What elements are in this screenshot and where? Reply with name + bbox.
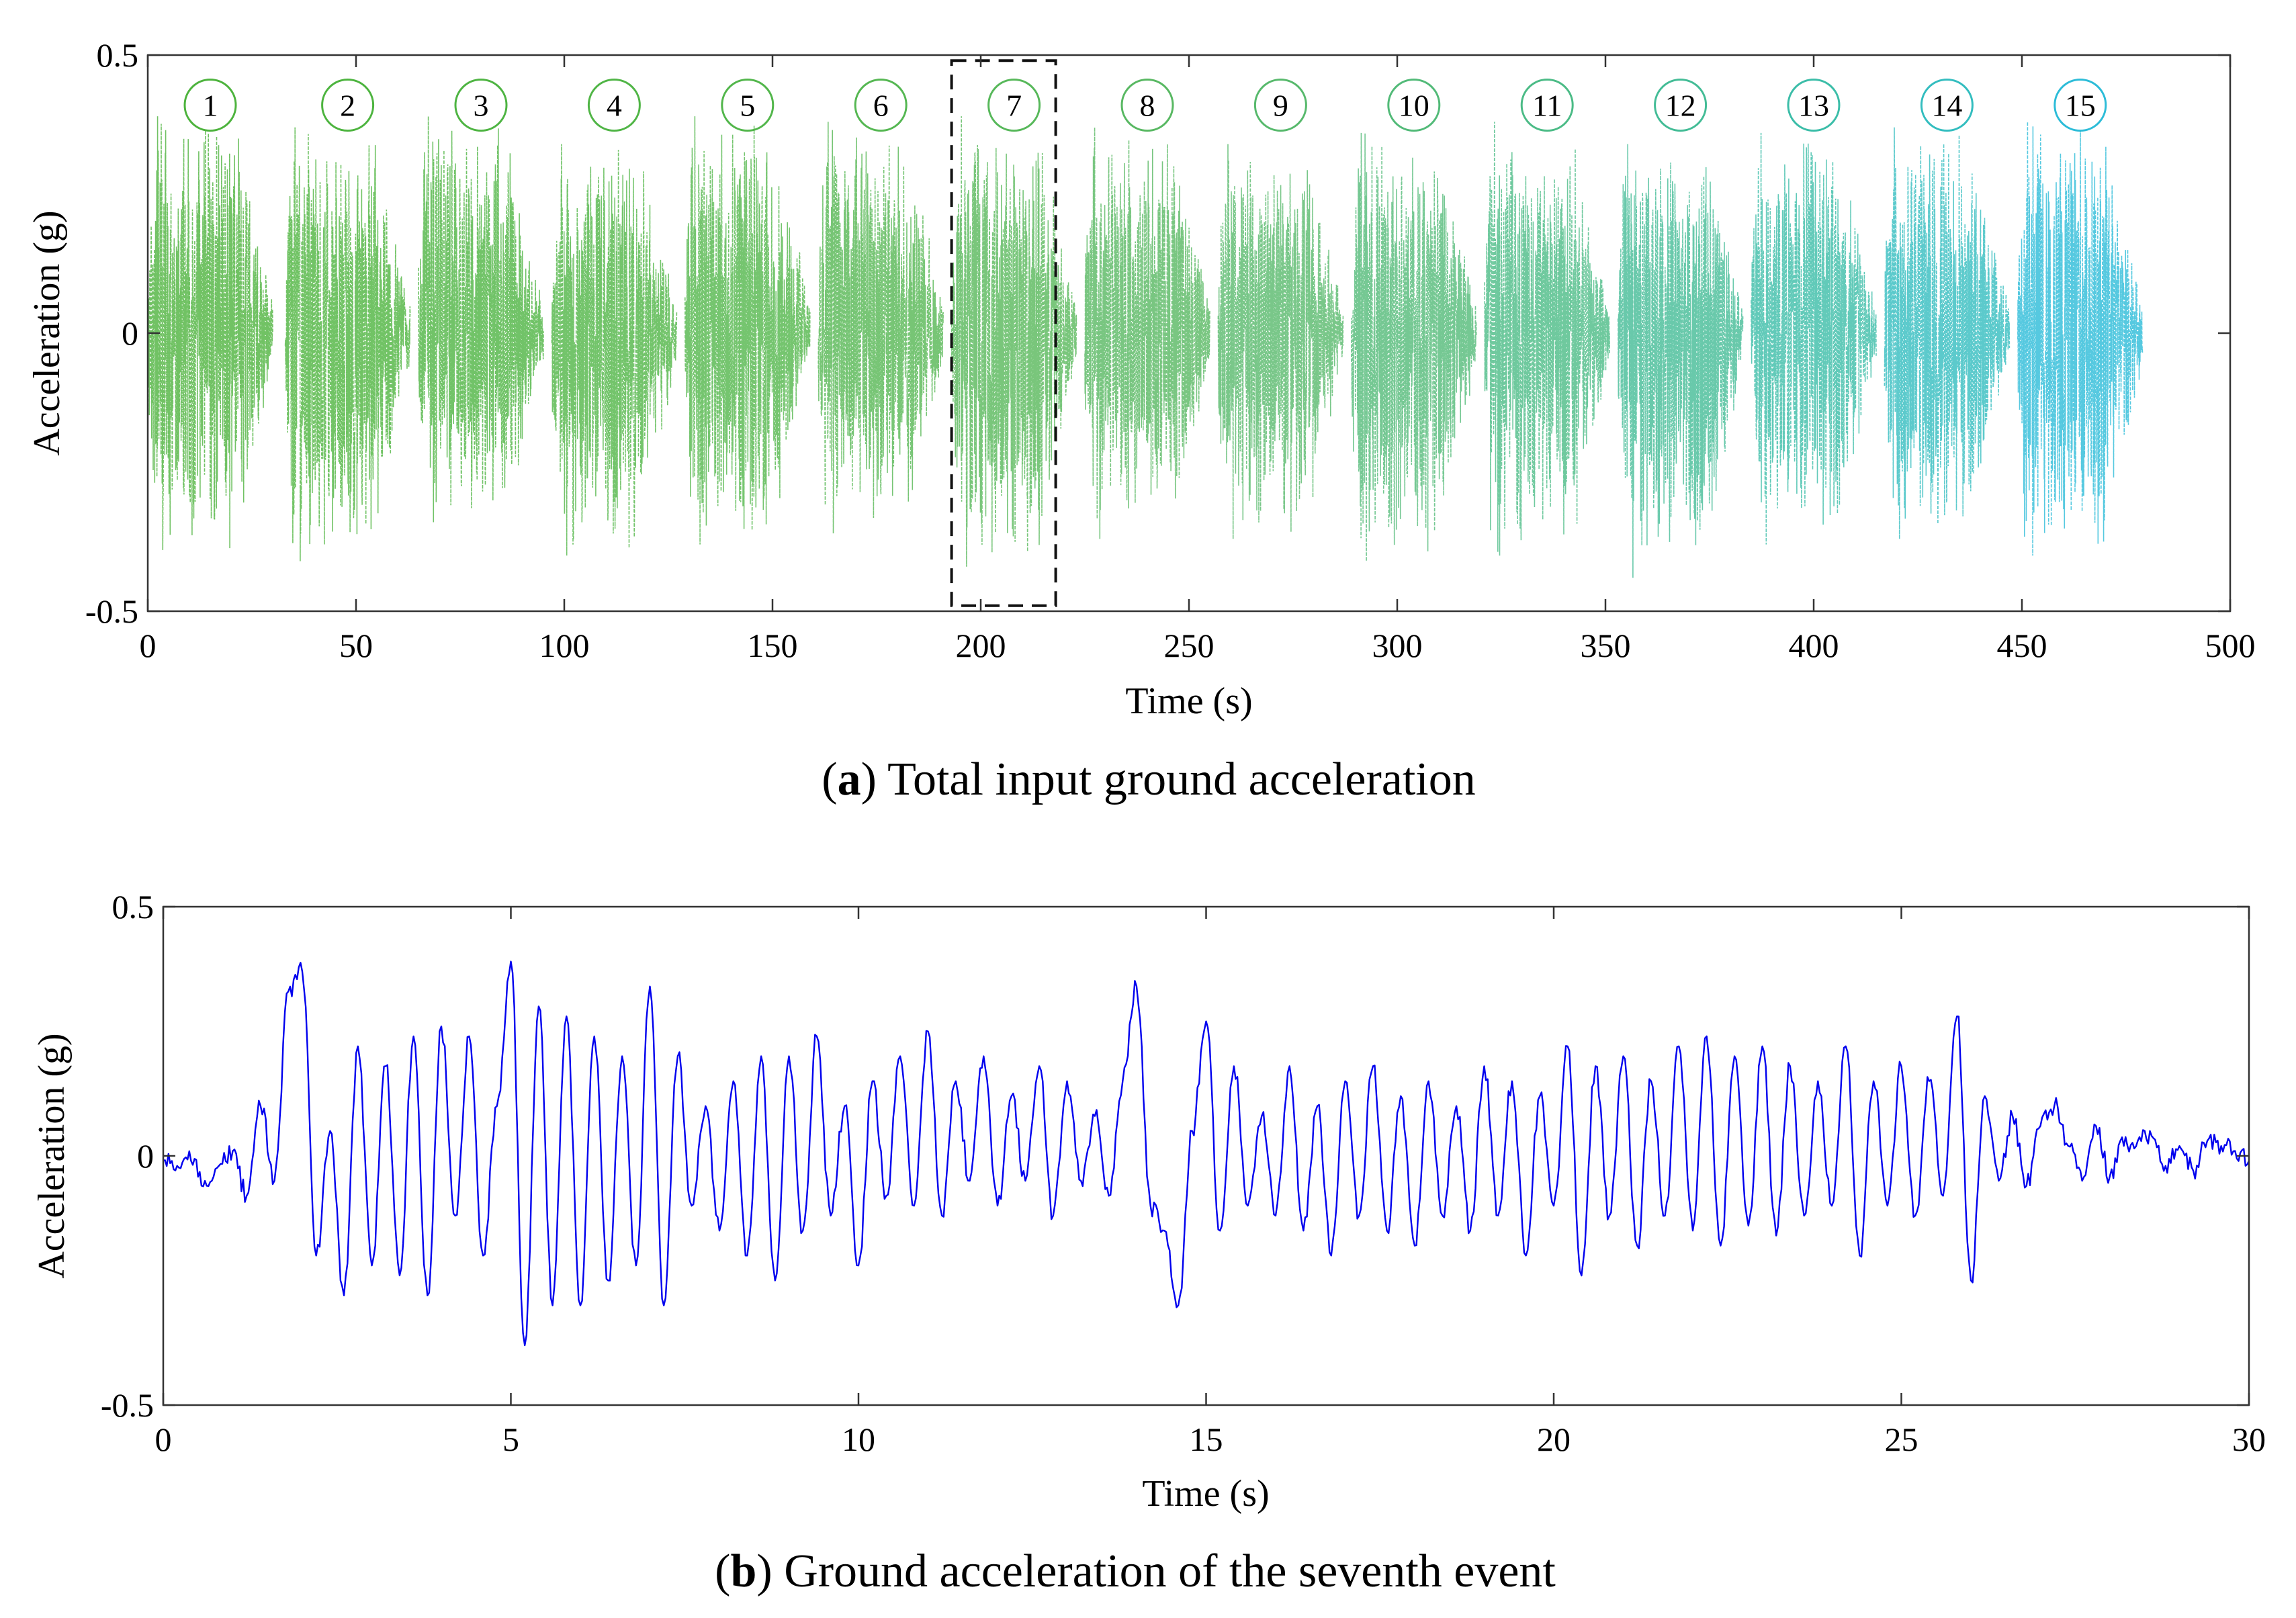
event-7-signal xyxy=(951,116,1077,567)
event-4-label-circle xyxy=(587,79,641,132)
event-12-label-circle xyxy=(1654,79,1708,132)
event-11-label-circle xyxy=(1520,79,1574,132)
panel-a-chart: 1 2 3 4 5 6 7 8 9 10 11 12 13 14 15 0 50 100 150 200 250 300… xyxy=(26,36,2256,805)
panel-a-x-tick-label: 50 xyxy=(339,627,373,664)
event-4-signal xyxy=(551,144,678,556)
event-7-label-circle xyxy=(987,79,1041,132)
event-9-label: 9 xyxy=(1273,89,1288,123)
panel-a-y-tick-label: 0 xyxy=(122,314,138,352)
event-8-signal xyxy=(1084,127,1210,539)
event-1-signal xyxy=(147,116,273,550)
panel-b-caption-open-paren: ( xyxy=(715,1545,730,1597)
event-6-signal xyxy=(818,122,944,534)
event-3-signal xyxy=(418,116,544,523)
event-2-label: 2 xyxy=(340,89,355,123)
event-6-label-circle xyxy=(854,79,908,132)
panel-a-x-tick-label: 350 xyxy=(1581,627,1631,664)
panel-b-x-tick-label: 5 xyxy=(502,1421,519,1458)
event-7-label: 7 xyxy=(1006,89,1022,123)
event-6-label: 6 xyxy=(873,89,889,123)
panel-a-caption-letter: a xyxy=(838,754,861,805)
event-3-label-circle xyxy=(454,79,508,132)
event-1-label: 1 xyxy=(203,89,218,123)
panel-b-chart: 0 5 10 15 20 25 30 0.50-0.5 Time (s) Accelerat… xyxy=(31,888,2266,1597)
event-10-label: 10 xyxy=(1399,89,1429,123)
panel-b-y-ticks: 0.5 0 -0.5 xyxy=(101,888,2249,1424)
event-9-label-circle xyxy=(1253,79,1307,132)
event-13-label-circle xyxy=(1787,79,1841,132)
panel-b-y-axis-label: Acceleration (g) xyxy=(31,1033,73,1278)
panel-a-y-ticks: 0.5 0 -0.5 xyxy=(85,36,2230,630)
panel-a-x-tick-label: 500 xyxy=(2205,627,2256,664)
panel-b-x-tick-label: 30 xyxy=(2232,1421,2266,1458)
event-4-label: 4 xyxy=(607,89,622,123)
event-8-label: 8 xyxy=(1140,89,1155,123)
panel-a-x-tick-label: 0 xyxy=(140,627,157,664)
panel-a-y-tick-label: 0.5 xyxy=(97,36,139,74)
panel-a-x-tick-label: 400 xyxy=(1789,627,1839,664)
panel-a-caption-title: Total input ground acceleration xyxy=(887,754,1476,805)
panel-a-y-tick-label: -0.5 xyxy=(85,592,138,630)
panel-b-x-tick-label: 15 xyxy=(1190,1421,1223,1458)
event-15-label-circle xyxy=(2054,79,2107,132)
event-15-signal xyxy=(2017,122,2144,556)
panel-a-x-tick-label: 250 xyxy=(1164,627,1215,664)
event-12-signal xyxy=(1617,144,1744,578)
panel-a-x-tick-label: 100 xyxy=(539,627,590,664)
panel-b-x-ticks: 0 5 10 15 20 25 30 xyxy=(155,907,2266,1458)
panel-a-x-ticks: 0 50 100 150 200 250 300 350 400 450 500 xyxy=(140,55,2256,664)
event-5-signal xyxy=(685,116,811,545)
event-14-signal xyxy=(1884,127,2011,539)
panel-b-y-tick-label: 0.5 xyxy=(112,888,154,926)
panel-a-x-tick-label: 200 xyxy=(956,627,1006,664)
panel-b-caption-title: Ground acceleration of the seventh event xyxy=(784,1545,1556,1597)
event-15-label: 15 xyxy=(2065,89,2096,123)
event-9-signal xyxy=(1217,144,1344,539)
panel-a-x-tick-label: 150 xyxy=(748,627,798,664)
event-10-signal xyxy=(1351,132,1477,561)
panel-a-caption-open-paren: ( xyxy=(822,754,837,805)
panel-a-x-axis-label: Time (s) xyxy=(1125,680,1252,722)
panel-a-y-axis-label: Acceleration (g) xyxy=(26,210,68,455)
event-3-label: 3 xyxy=(474,89,489,123)
event-14-label: 14 xyxy=(1931,89,1962,123)
event-labels-group: 1 2 3 4 5 6 7 8 9 10 11 12 13 14 15 xyxy=(183,79,2107,132)
event-7-highlight-box xyxy=(950,59,1057,607)
event-1-label-circle xyxy=(183,79,237,132)
event-11-label: 11 xyxy=(1532,89,1562,123)
panel-b-caption-letter: b xyxy=(730,1545,756,1597)
panel-a-series-group xyxy=(147,116,2144,578)
panel-a-x-tick-label: 450 xyxy=(1997,627,2047,664)
event-13-label: 13 xyxy=(1798,89,1829,123)
event-5-label: 5 xyxy=(740,89,755,123)
event-11-signal xyxy=(1484,122,1610,556)
panel-b-x-axis-label: Time (s) xyxy=(1142,1473,1269,1515)
panel-b-caption-close-paren: ) xyxy=(756,1545,784,1597)
event-10-label-circle xyxy=(1387,79,1441,132)
panel-b-x-tick-label: 20 xyxy=(1537,1421,1571,1458)
event-7-acceleration-line xyxy=(163,960,2250,1347)
panel-b-caption: (b) Ground acceleration of the seventh e… xyxy=(715,1545,1556,1597)
panel-b-y-tick-label: -0.5 xyxy=(101,1386,154,1424)
panel-b-x-tick-label: 0 xyxy=(155,1421,172,1458)
panel-a-caption: (a) Total input ground acceleration xyxy=(822,754,1475,805)
panel-a-caption-close-paren: ) xyxy=(861,754,888,805)
panel-a-x-tick-label: 300 xyxy=(1372,627,1423,664)
event-2-label-circle xyxy=(321,79,375,132)
panel-b-x-tick-label: 25 xyxy=(1885,1421,1918,1458)
event-14-label-circle xyxy=(1920,79,1974,132)
panel-b-x-tick-label: 10 xyxy=(842,1421,875,1458)
panel-b-y-tick-label: 0 xyxy=(137,1137,154,1175)
event-2-signal xyxy=(284,127,411,561)
event-13-signal xyxy=(1751,132,1877,545)
event-5-label-circle xyxy=(721,79,775,132)
event-12-label: 12 xyxy=(1665,89,1696,123)
event-8-label-circle xyxy=(1120,79,1174,132)
